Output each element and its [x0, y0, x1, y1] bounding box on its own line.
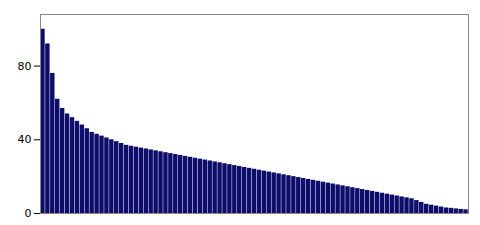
svg-text:40: 40	[18, 133, 32, 146]
svg-text:0: 0	[25, 207, 32, 220]
svg-text:80: 80	[18, 60, 32, 73]
